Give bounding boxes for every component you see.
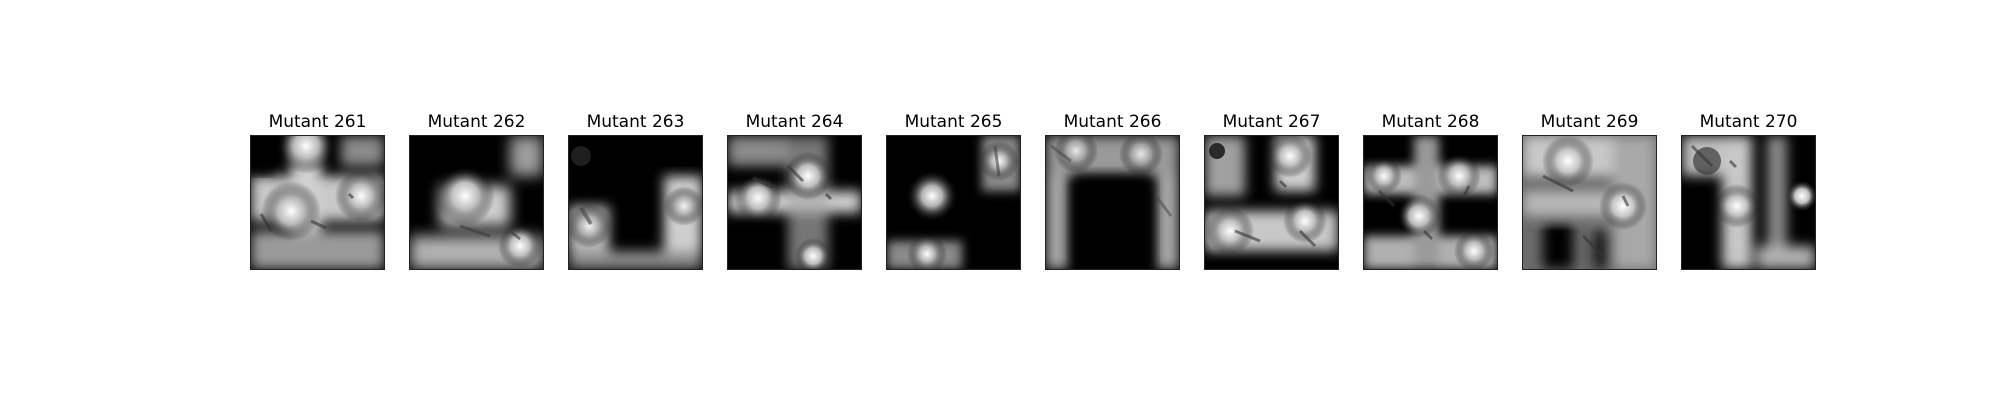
panel-title: Mutant 264 bbox=[745, 112, 844, 132]
mutant-image bbox=[409, 135, 544, 270]
mutant-panel: Mutant 267 bbox=[1204, 112, 1339, 270]
panel-title: Mutant 261 bbox=[268, 112, 367, 132]
mutant-image bbox=[1522, 135, 1657, 270]
mutant-panel: Mutant 264 bbox=[727, 112, 862, 270]
mutant-image bbox=[727, 135, 862, 270]
mutant-panel: Mutant 263 bbox=[568, 112, 703, 270]
panel-title: Mutant 263 bbox=[586, 112, 685, 132]
panel-title: Mutant 267 bbox=[1222, 112, 1321, 132]
panel-title: Mutant 265 bbox=[904, 112, 1003, 132]
mutant-image bbox=[250, 135, 385, 270]
mutant-image bbox=[1045, 135, 1180, 270]
mutant-panel: Mutant 270 bbox=[1681, 112, 1816, 270]
mutant-image bbox=[1681, 135, 1816, 270]
mutant-image bbox=[1204, 135, 1339, 270]
mutant-panel: Mutant 265 bbox=[886, 112, 1021, 270]
panel-title: Mutant 269 bbox=[1540, 112, 1639, 132]
mutant-image bbox=[1363, 135, 1498, 270]
mutant-panel: Mutant 262 bbox=[409, 112, 544, 270]
panel-title: Mutant 268 bbox=[1381, 112, 1480, 132]
panel-title: Mutant 266 bbox=[1063, 112, 1162, 132]
mutant-panel: Mutant 268 bbox=[1363, 112, 1498, 270]
panel-title: Mutant 270 bbox=[1699, 112, 1798, 132]
mutant-panel: Mutant 261 bbox=[250, 112, 385, 270]
mutant-panel: Mutant 269 bbox=[1522, 112, 1657, 270]
mutant-image bbox=[886, 135, 1021, 270]
mutant-image bbox=[568, 135, 703, 270]
mutant-panel: Mutant 266 bbox=[1045, 112, 1180, 270]
panel-title: Mutant 262 bbox=[427, 112, 526, 132]
